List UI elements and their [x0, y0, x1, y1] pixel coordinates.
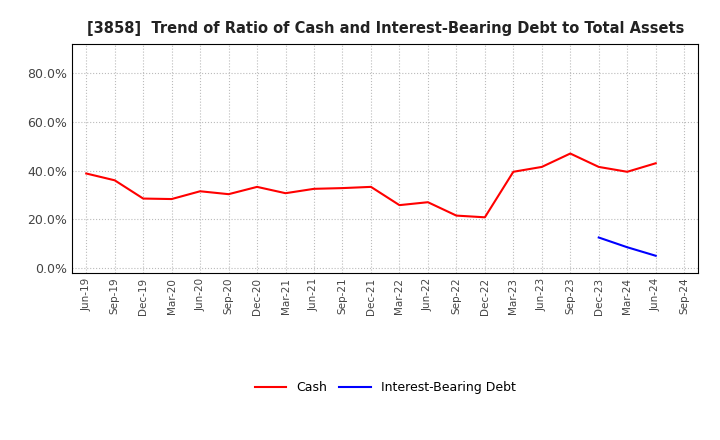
Cash	[452, 213, 461, 218]
Cash	[566, 151, 575, 156]
Interest-Bearing Debt	[652, 253, 660, 258]
Legend: Cash, Interest-Bearing Debt: Cash, Interest-Bearing Debt	[250, 376, 521, 399]
Cash	[282, 191, 290, 196]
Cash	[509, 169, 518, 174]
Interest-Bearing Debt	[595, 235, 603, 240]
Cash	[366, 184, 375, 190]
Title: [3858]  Trend of Ratio of Cash and Interest-Bearing Debt to Total Assets: [3858] Trend of Ratio of Cash and Intere…	[86, 21, 684, 36]
Cash	[310, 186, 318, 191]
Cash	[110, 178, 119, 183]
Cash	[623, 169, 631, 174]
Cash	[225, 191, 233, 197]
Cash	[253, 184, 261, 190]
Cash	[338, 185, 347, 191]
Cash	[167, 196, 176, 202]
Cash	[82, 171, 91, 176]
Cash	[139, 196, 148, 201]
Line: Interest-Bearing Debt: Interest-Bearing Debt	[599, 238, 656, 256]
Cash	[423, 200, 432, 205]
Line: Cash: Cash	[86, 154, 656, 217]
Cash	[537, 164, 546, 169]
Cash	[595, 164, 603, 169]
Cash	[395, 202, 404, 208]
Cash	[196, 189, 204, 194]
Cash	[652, 161, 660, 166]
Interest-Bearing Debt	[623, 245, 631, 250]
Cash	[480, 215, 489, 220]
